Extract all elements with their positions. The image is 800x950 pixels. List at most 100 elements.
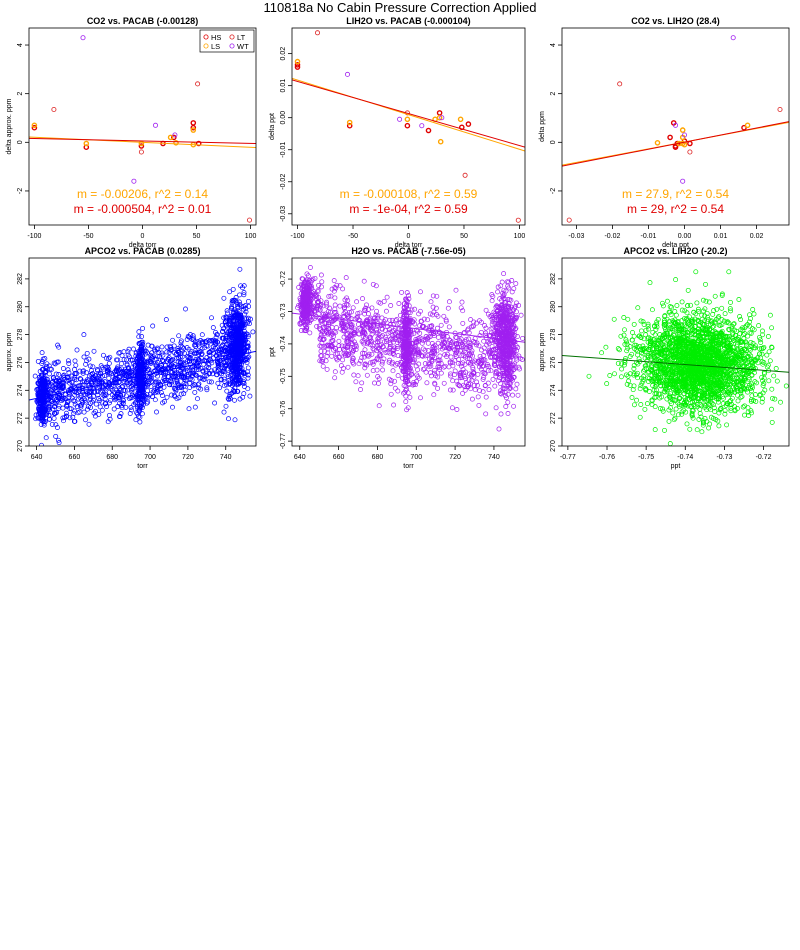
data-point-ls — [346, 119, 353, 126]
data-point — [469, 348, 475, 354]
data-point — [515, 392, 521, 398]
data-point — [345, 338, 351, 344]
data-point — [74, 347, 80, 353]
data-point — [91, 348, 97, 354]
data-point — [486, 341, 492, 347]
data-point — [429, 359, 435, 364]
data-point — [509, 352, 515, 358]
data-point — [229, 365, 235, 371]
data-point — [405, 340, 411, 346]
data-point — [227, 318, 233, 324]
data-point — [400, 344, 406, 350]
data-point — [241, 348, 247, 354]
data-point — [492, 383, 498, 389]
data-point — [759, 374, 765, 380]
data-point — [392, 332, 398, 337]
data-point — [401, 308, 407, 314]
x-tick-label: -0.76 — [599, 454, 615, 461]
data-point — [461, 353, 467, 358]
data-point — [57, 378, 63, 384]
data-point — [221, 376, 227, 382]
data-point — [389, 335, 395, 341]
data-point — [185, 374, 191, 380]
data-point — [210, 344, 216, 350]
data-point — [225, 324, 231, 330]
data-point — [350, 355, 356, 361]
data-point — [460, 320, 466, 326]
data-point — [46, 380, 52, 386]
x-tick-label: -100 — [291, 233, 305, 240]
data-point — [237, 292, 243, 298]
data-point — [245, 386, 251, 392]
data-point — [481, 374, 487, 380]
data-point — [241, 381, 247, 386]
data-point-lt — [195, 81, 201, 87]
data-point — [417, 330, 423, 336]
data-point — [212, 400, 218, 406]
data-point — [366, 351, 372, 357]
data-point — [348, 309, 354, 315]
data-point — [168, 358, 174, 364]
data-point — [390, 322, 396, 328]
data-point — [178, 391, 184, 397]
data-point — [69, 373, 75, 379]
data-point — [44, 384, 50, 390]
data-point — [46, 371, 52, 377]
data-point — [141, 370, 147, 376]
plot-area — [29, 35, 256, 223]
data-point — [416, 348, 421, 354]
data-point — [369, 351, 375, 357]
data-point — [219, 371, 225, 377]
data-point — [380, 344, 386, 350]
data-point — [84, 377, 90, 383]
data-point — [382, 327, 388, 333]
data-point — [503, 288, 509, 294]
data-point — [396, 321, 402, 326]
data-point — [179, 385, 184, 391]
data-point — [93, 401, 99, 407]
data-point — [516, 353, 522, 359]
data-point — [107, 397, 113, 403]
data-point — [102, 396, 108, 402]
data-point — [111, 378, 117, 384]
legend-marker-ls — [203, 43, 209, 49]
data-point — [326, 293, 332, 299]
data-point — [389, 328, 395, 334]
data-point — [53, 422, 59, 428]
data-point — [343, 275, 349, 281]
data-point — [250, 329, 256, 335]
data-point — [239, 369, 245, 375]
data-point-hs — [195, 140, 202, 147]
data-point — [136, 396, 142, 402]
data-point — [345, 364, 351, 370]
data-point — [362, 308, 368, 314]
data-point — [74, 371, 80, 377]
data-point-hs — [190, 120, 197, 126]
data-point — [150, 323, 156, 329]
data-point — [91, 393, 96, 399]
data-point — [298, 328, 304, 333]
data-point — [59, 385, 65, 391]
data-point — [410, 344, 415, 350]
data-point — [337, 303, 343, 309]
data-point — [62, 396, 68, 402]
data-point — [467, 352, 473, 358]
data-point — [235, 342, 241, 348]
data-point — [410, 360, 416, 366]
data-point — [314, 323, 320, 329]
data-point — [407, 394, 413, 400]
data-point — [237, 266, 243, 272]
data-point — [71, 418, 77, 424]
data-point — [163, 317, 169, 323]
data-point — [495, 371, 501, 377]
data-point — [427, 311, 433, 317]
data-point — [245, 372, 251, 378]
data-point — [370, 346, 376, 352]
data-point — [342, 302, 347, 308]
data-point — [511, 307, 517, 313]
data-point — [135, 404, 141, 410]
data-point-hs — [346, 122, 353, 129]
data-point — [138, 403, 144, 409]
data-point — [104, 383, 110, 389]
data-point — [138, 382, 144, 388]
